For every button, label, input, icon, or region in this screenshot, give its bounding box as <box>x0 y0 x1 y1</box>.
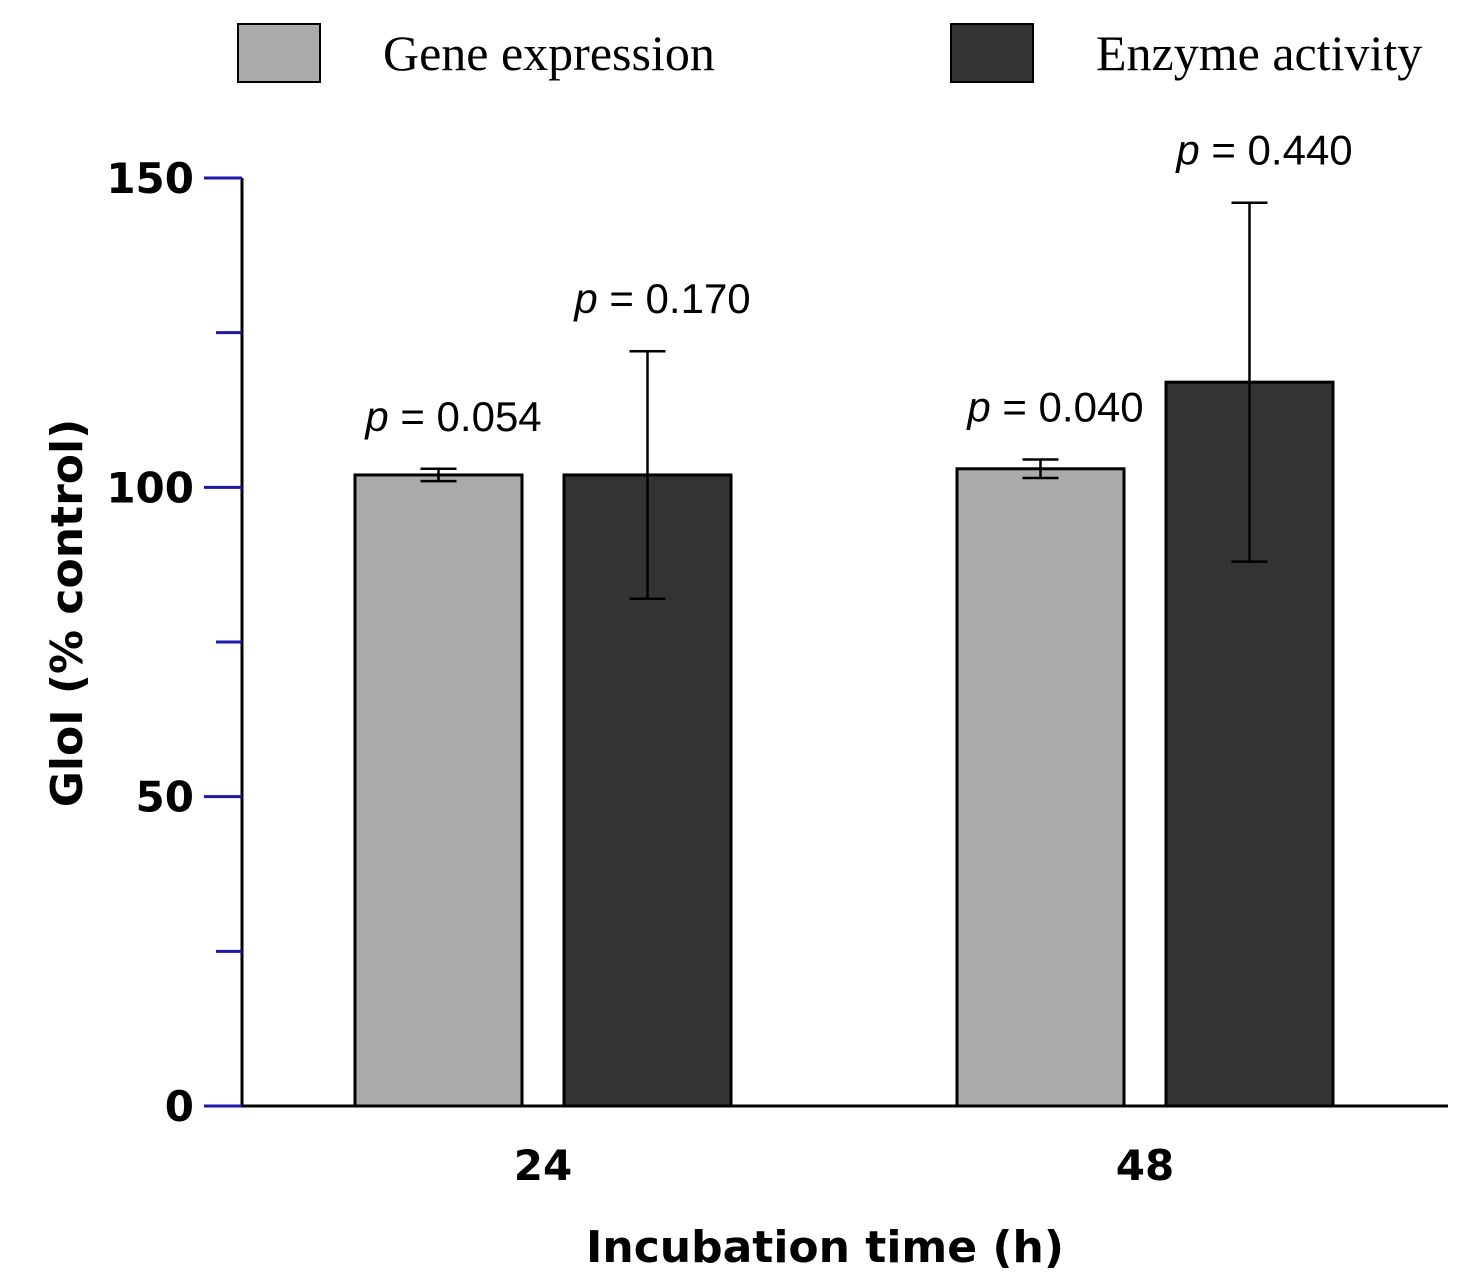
bar-gene-expression-24 <box>353 473 524 1108</box>
y-tick-label: 50 <box>136 773 194 822</box>
plot-area: 0 50 100 150 p = 0.054 p = 0.170 24 p = 0.040 p … <box>106 127 1448 1190</box>
p-value-label: p = 0.054 <box>363 393 541 440</box>
p-value-label: p = 0.040 <box>965 383 1143 430</box>
x-axis-title: Incubation time (h) <box>586 1222 1064 1273</box>
x-tick-label: 48 <box>1116 1141 1174 1190</box>
legend-label-enzyme-activity: Enzyme activity <box>1096 25 1422 81</box>
y-tick-label: 0 <box>165 1082 194 1131</box>
legend-swatch-gene-expression <box>237 23 321 83</box>
legend: Gene expression Enzyme activity <box>237 23 1422 83</box>
x-tick-label: 24 <box>514 1141 572 1190</box>
y-axis-title: GloI (% control) <box>42 419 93 807</box>
bar-gene-expression-48 <box>955 467 1126 1108</box>
p-value-label: p = 0.170 <box>572 275 750 322</box>
legend-label-gene-expression: Gene expression <box>383 25 715 81</box>
y-tick-label: 150 <box>106 154 194 203</box>
y-tick-label: 100 <box>106 463 194 512</box>
legend-swatch-enzyme-activity <box>950 23 1034 83</box>
p-value-label: p = 0.440 <box>1174 127 1352 174</box>
